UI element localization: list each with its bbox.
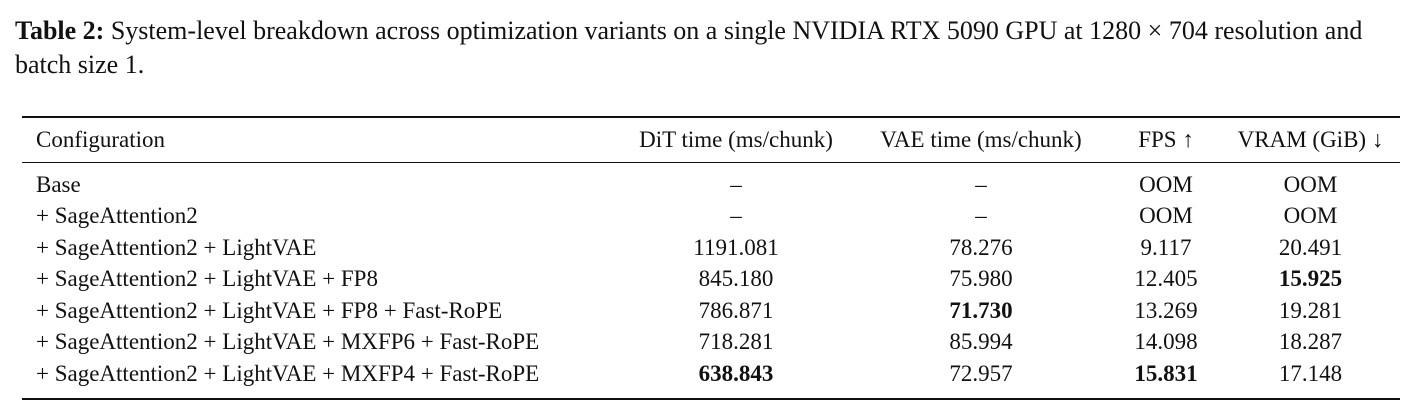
cell-configuration: + SageAttention2 + LightVAE + MXFP4 + Fa… — [36, 360, 540, 386]
cell-vae-time: – — [975, 203, 987, 229]
cell-configuration: Base — [36, 171, 81, 197]
table-caption: Table 2: System-level breakdown across o… — [15, 14, 1400, 82]
header-fps: FPS ↑ — [1138, 127, 1194, 152]
cell-fps: 9.117 — [1140, 234, 1192, 260]
cell-vram: 20.491 — [1278, 234, 1343, 260]
cell-vram: 17.148 — [1278, 360, 1343, 386]
cell-fps: 13.269 — [1134, 297, 1198, 323]
table-row: + SageAttention2 + LightVAE + FP8 845.18… — [22, 264, 1400, 296]
cell-dit-time: – — [730, 171, 742, 197]
table-row: + SageAttention2 + LightVAE 1191.081 78.… — [22, 232, 1400, 264]
table-row: + SageAttention2 + LightVAE + MXFP4 + Fa… — [22, 358, 1400, 399]
cell-dit-time: – — [730, 203, 742, 229]
cell-fps: 15.831 — [1134, 360, 1198, 386]
cell-vae-time: 75.980 — [949, 266, 1013, 292]
table-header-row: Configuration DiT time (ms/chunk) VAE ti… — [22, 117, 1400, 163]
cell-vae-time: – — [975, 171, 987, 197]
cell-vae-time: 85.994 — [949, 329, 1013, 355]
cell-vae-time: 78.276 — [949, 234, 1013, 260]
header-vram: VRAM (GiB) ↓ — [1237, 127, 1384, 152]
cell-vram: OOM — [1283, 203, 1338, 229]
cell-dit-time: 845.180 — [698, 266, 774, 292]
cell-configuration: + SageAttention2 + LightVAE + FP8 — [36, 266, 378, 292]
header-dit-time: DiT time (ms/chunk) — [639, 127, 833, 152]
table-row: + SageAttention2 + LightVAE + MXFP6 + Fa… — [22, 327, 1400, 359]
cell-vram: 15.925 — [1278, 266, 1343, 292]
cell-configuration: + SageAttention2 + LightVAE + MXFP6 + Fa… — [36, 329, 540, 355]
cell-fps: OOM — [1139, 203, 1193, 229]
cell-dit-time: 638.843 — [698, 360, 774, 386]
cell-configuration: + SageAttention2 + LightVAE — [36, 234, 317, 260]
cell-dit-time: 1191.081 — [693, 234, 779, 260]
table-row: + SageAttention2 + LightVAE + FP8 + Fast… — [22, 295, 1400, 327]
cell-dit-time: 718.281 — [698, 329, 774, 355]
cell-dit-time: 786.871 — [698, 297, 774, 323]
cell-fps: 14.098 — [1134, 329, 1198, 355]
cell-vae-time: 71.730 — [949, 297, 1013, 323]
cell-vae-time: 72.957 — [949, 360, 1013, 386]
caption-text: System-level breakdown across optimizati… — [15, 16, 1363, 79]
cell-fps: OOM — [1139, 171, 1193, 197]
cell-configuration: + SageAttention2 — [36, 203, 198, 229]
table-row: + SageAttention2 – – OOM OOM — [22, 201, 1400, 233]
cell-vram: 18.287 — [1278, 329, 1343, 355]
results-table: Configuration DiT time (ms/chunk) VAE ti… — [22, 116, 1400, 400]
cell-fps: 12.405 — [1134, 266, 1198, 292]
table-row: Base – – OOM OOM — [22, 163, 1400, 201]
caption-label: Table 2: — [15, 16, 105, 45]
results-table-container: Configuration DiT time (ms/chunk) VAE ti… — [22, 116, 1400, 400]
header-vae-time: VAE time (ms/chunk) — [880, 127, 1082, 152]
header-configuration: Configuration — [36, 127, 166, 152]
cell-vram: OOM — [1283, 171, 1338, 197]
cell-configuration: + SageAttention2 + LightVAE + FP8 + Fast… — [36, 297, 503, 323]
cell-vram: 19.281 — [1278, 297, 1343, 323]
